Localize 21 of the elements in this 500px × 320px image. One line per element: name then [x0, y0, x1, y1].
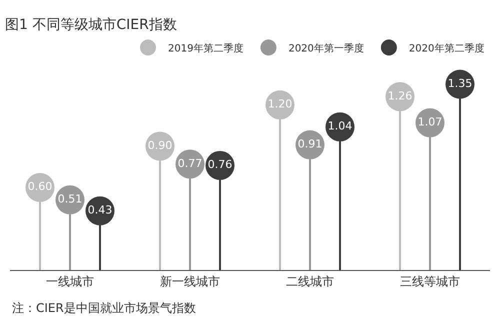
legend-label: 2020年第二季度 [408, 42, 484, 54]
data-label: 1.35 [448, 77, 472, 90]
data-label: 1.26 [388, 89, 412, 102]
data-label: 0.77 [178, 156, 202, 170]
chart-title: 图1 不同等级城市CIER指数 [5, 17, 177, 33]
x-tick-label: 三线等城市 [400, 274, 460, 288]
legend-label: 2019年第二季度 [168, 42, 244, 54]
data-label: 0.91 [298, 138, 322, 151]
data-label: 1.07 [418, 116, 442, 129]
data-label: 1.20 [268, 98, 292, 111]
data-label: 0.60 [28, 180, 52, 194]
data-label: 0.76 [208, 158, 232, 172]
data-label: 1.04 [328, 120, 352, 133]
legend-label: 2020年第一季度 [288, 42, 364, 54]
data-label: 0.90 [148, 138, 172, 152]
x-tick-label: 二线城市 [286, 274, 334, 288]
data-label: 0.51 [58, 192, 82, 206]
x-tick-label: 新一线城市 [160, 274, 220, 288]
text: 注：CIER是中国就业市场景气指数 [12, 301, 196, 315]
data-label: 0.43 [88, 204, 112, 217]
x-tick-label: 一线城市 [46, 274, 94, 288]
